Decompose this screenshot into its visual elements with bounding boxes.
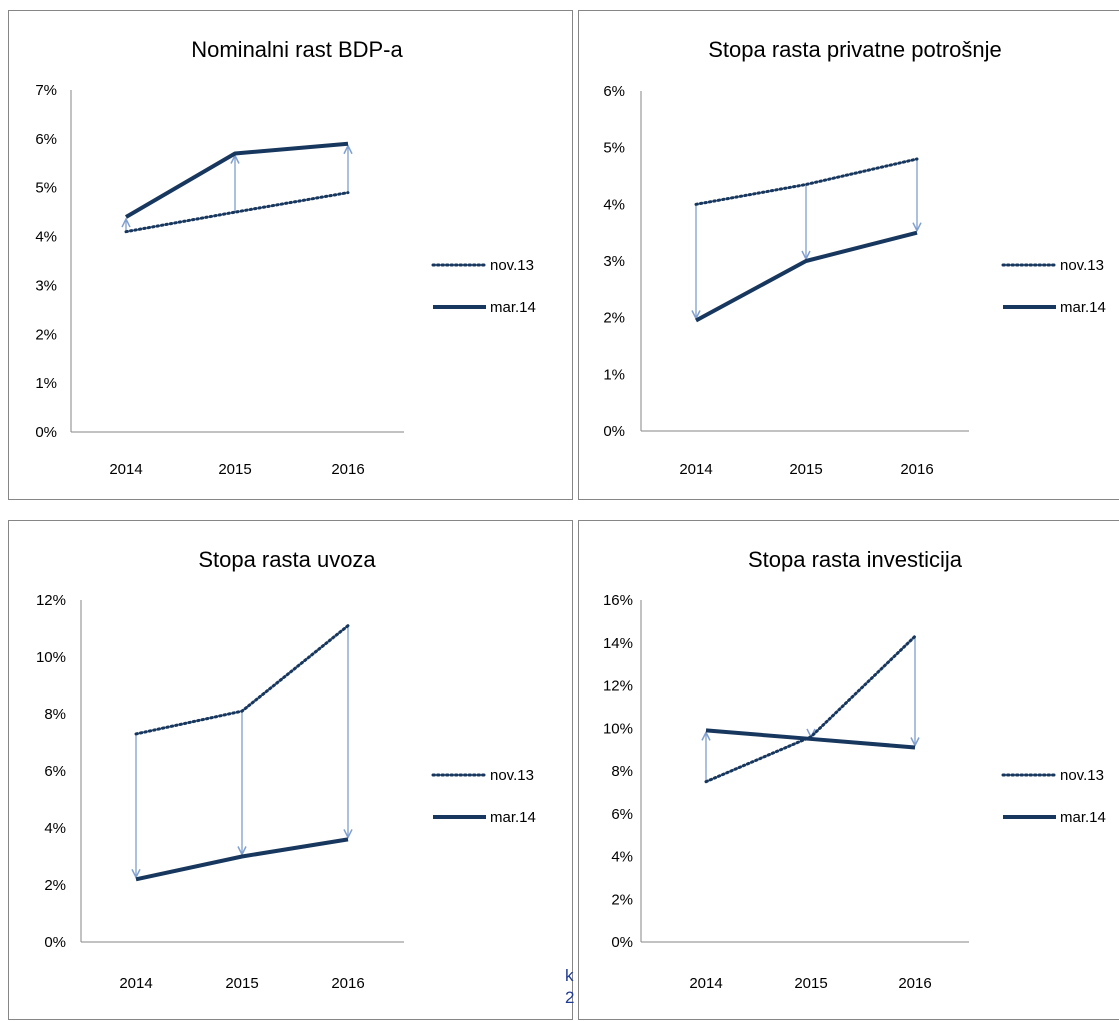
legend-label: mar.14 (490, 299, 536, 316)
y-tick-label: 10% (36, 649, 66, 666)
legend-label: mar.14 (1060, 299, 1106, 316)
chart-title: Stopa rasta investicija (748, 547, 963, 572)
y-tick-label: 0% (611, 934, 633, 951)
x-tick-label: 2016 (331, 975, 364, 992)
x-tick-label: 2015 (218, 461, 251, 478)
y-tick-label: 6% (44, 763, 66, 780)
y-tick-label: 6% (611, 806, 633, 823)
series-line-nov-13 (134, 624, 350, 736)
chart-svg: Stopa rasta uvoza 0% 2% 4% 6% 8% 10% 12% 2014 201… (36, 547, 536, 992)
x-tick-label: 2016 (331, 461, 364, 478)
chart-title: Stopa rasta privatne potrošnje (708, 37, 1002, 62)
y-tick-label: 0% (603, 423, 625, 440)
x-tick-label: 2016 (898, 975, 931, 992)
chart-title: Stopa rasta uvoza (198, 547, 376, 572)
y-tick-label: 6% (35, 131, 57, 148)
series-line-nov-13 (694, 157, 919, 206)
series-line-mar-14 (695, 230, 918, 323)
x-tick-label: 2014 (689, 975, 722, 992)
y-tick-label: 8% (44, 706, 66, 723)
legend-label: nov.13 (490, 257, 534, 274)
series-line-nov-13 (124, 191, 350, 234)
y-tick-label: 2% (611, 891, 633, 908)
legend-label: nov.13 (1060, 257, 1104, 274)
chart-panel-investment: Stopa rasta investicija 0% 2% 4% 6% 8% 10% 12% 1… (578, 520, 1119, 1020)
y-tick-label: 2% (603, 310, 625, 327)
y-tick-label: 4% (611, 849, 633, 866)
y-tick-label: 7% (35, 82, 57, 99)
y-tick-label: 14% (603, 635, 633, 652)
y-tick-label: 2% (44, 877, 66, 894)
y-tick-label: 4% (603, 196, 625, 213)
y-tick-label: 0% (44, 934, 66, 951)
y-tick-label: 5% (603, 140, 625, 157)
y-tick-label: 6% (603, 83, 625, 100)
x-tick-label: 2014 (119, 975, 152, 992)
x-tick-label: 2015 (789, 461, 822, 478)
x-tick-label: 2015 (794, 975, 827, 992)
x-tick-label: 2015 (225, 975, 258, 992)
stray-text: k (565, 966, 574, 985)
legend-label: mar.14 (1060, 809, 1106, 826)
series-line-mar-14 (124, 141, 349, 219)
chart-panel-consumption: Stopa rasta privatne potrošnje 0% 1% 2% 3% 4%… (578, 10, 1119, 500)
y-tick-label: 3% (603, 253, 625, 270)
series-line-mar-14 (705, 728, 916, 750)
y-tick-label: 10% (603, 720, 633, 737)
chart-title: Nominalni rast BDP-a (191, 37, 403, 62)
series-line-nov-13 (704, 634, 917, 784)
chart-svg: Stopa rasta investicija 0% 2% 4% 6% 8% 10% 12% 1… (603, 547, 1106, 992)
series-line-mar-14 (135, 837, 349, 882)
chart-panel-imports: Stopa rasta uvoza 0% 2% 4% 6% 8% 10% 12% 2014 201… (8, 520, 573, 1020)
x-tick-label: 2016 (900, 461, 933, 478)
y-tick-label: 1% (603, 366, 625, 383)
y-tick-label: 5% (35, 180, 57, 197)
y-tick-label: 12% (36, 592, 66, 609)
chart-svg: Nominalni rast BDP-a 0% 1% 2% 3% 4% 5% 6% 7% 2014… (35, 37, 536, 478)
chart-panel-gdp: Nominalni rast BDP-a 0% 1% 2% 3% 4% 5% 6% 7% 2014… (8, 10, 573, 500)
y-tick-label: 0% (35, 424, 57, 441)
legend-label: mar.14 (490, 809, 536, 826)
y-tick-label: 16% (603, 592, 633, 609)
x-tick-label: 2014 (109, 461, 142, 478)
y-tick-label: 4% (35, 229, 57, 246)
chart-svg: Stopa rasta privatne potrošnje 0% 1% 2% 3% 4%… (603, 37, 1106, 478)
y-tick-label: 1% (35, 375, 57, 392)
y-tick-label: 2% (35, 326, 57, 343)
stray-text: 2 (565, 988, 575, 1007)
y-tick-label: 12% (603, 678, 633, 695)
legend-label: nov.13 (490, 767, 534, 784)
y-tick-label: 8% (611, 763, 633, 780)
legend-label: nov.13 (1060, 767, 1104, 784)
y-tick-label: 4% (44, 820, 66, 837)
y-tick-label: 3% (35, 277, 57, 294)
x-tick-label: 2014 (679, 461, 712, 478)
